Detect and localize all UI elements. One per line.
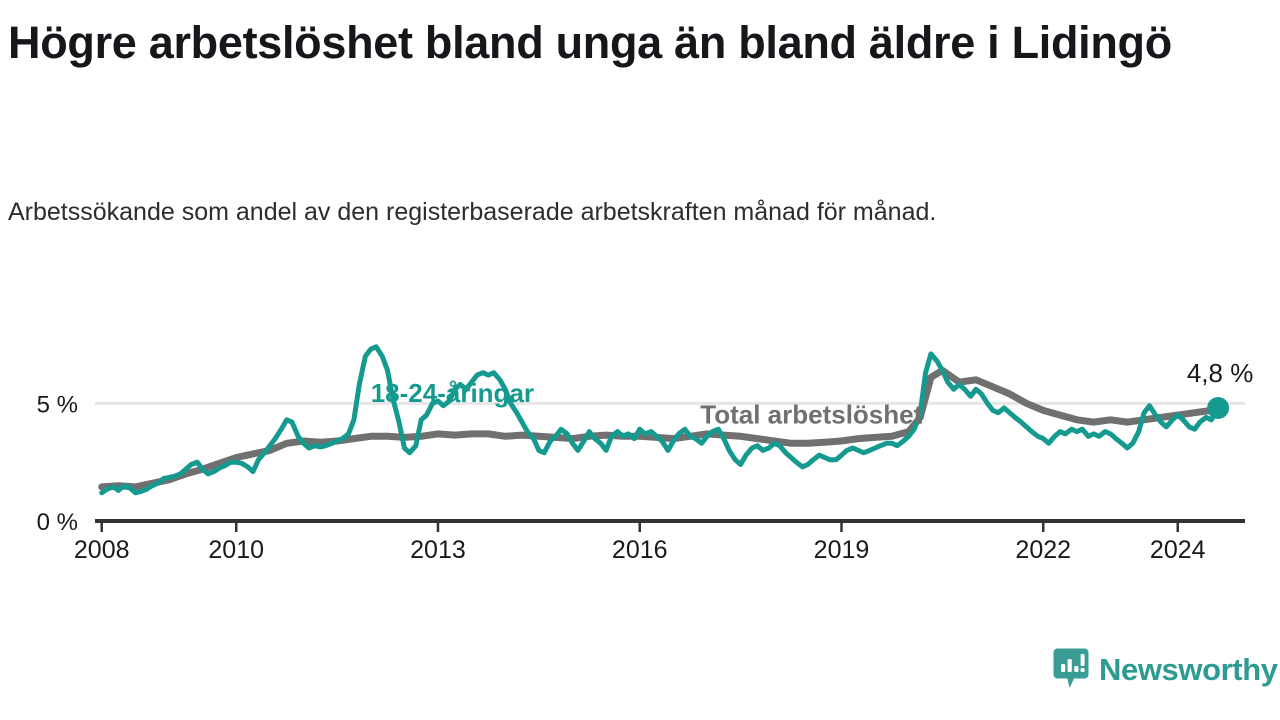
- series-label-total-arbetsloshet: Total arbetslöshet: [700, 399, 922, 429]
- newsworthy-logo[interactable]: Newsworthy: [1052, 645, 1278, 693]
- line-chart: 5 % 0 % 4,8 % 18-24-åringar Total arbets…: [0, 318, 1280, 588]
- page-subtitle: Arbetssökande som andel av den registerb…: [8, 198, 937, 226]
- x-axis-tick-label: 2016: [612, 536, 668, 564]
- series-label-18-24-aringar: 18-24-åringar: [371, 378, 534, 408]
- series-line-18-24-aringar: [99, 344, 1221, 496]
- x-axis-tick-label: 2022: [1015, 536, 1071, 564]
- chart-canvas: 5 % 0 % 4,8 % 18-24-åringar Total arbets…: [37, 344, 1254, 564]
- end-value-label: 4,8 %: [1187, 358, 1254, 388]
- x-axis-tick-label: 2024: [1150, 536, 1206, 564]
- x-axis-tick-label: 2019: [814, 536, 870, 564]
- x-axis-tick-label: 2010: [208, 536, 264, 564]
- newsworthy-wordmark: Newsworthy: [1099, 651, 1278, 687]
- y-axis-tick-0: 0 %: [37, 509, 78, 536]
- x-axis-tick-label: 2008: [74, 536, 130, 564]
- series-line-total-arbetsloshet: [98, 366, 1222, 491]
- x-axis-tick-label: 2013: [410, 536, 466, 564]
- newsworthy-bars-bubble-icon: [1053, 648, 1089, 688]
- end-point-marker: [1207, 397, 1230, 420]
- page-title: Högre arbetslöshet bland unga än bland ä…: [8, 17, 1172, 68]
- x-axis-ticks: 2008 2010 2013 2016 2019 2022 2024: [74, 523, 1206, 564]
- y-axis-tick-5: 5 %: [37, 391, 78, 418]
